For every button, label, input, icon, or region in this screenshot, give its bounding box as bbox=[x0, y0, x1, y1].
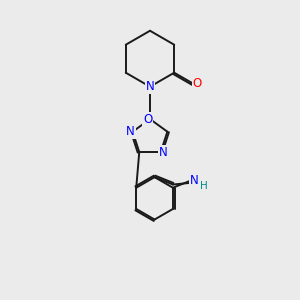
Text: N: N bbox=[159, 146, 167, 159]
Text: O: O bbox=[143, 112, 152, 126]
Text: H: H bbox=[200, 181, 207, 191]
Text: N: N bbox=[190, 174, 199, 187]
Text: O: O bbox=[193, 77, 202, 90]
Text: N: N bbox=[146, 80, 154, 93]
Text: N: N bbox=[126, 125, 135, 138]
